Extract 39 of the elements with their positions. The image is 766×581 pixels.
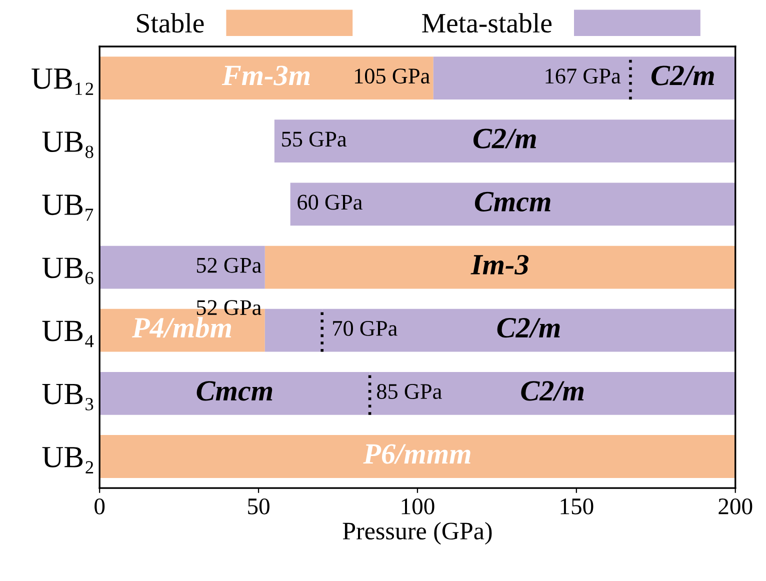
legend-label: Stable [137,13,204,33]
bar [100,56,434,100]
y-tick-label: UB₄ [42,320,94,348]
bar [274,120,736,163]
y-tick-label: UB₃ [42,384,94,410]
x-tick-label: 100 [402,498,434,514]
annotation: 85 GPa [376,384,442,399]
data-label: C2/m [651,66,714,86]
data-label: Cmcm [196,381,272,401]
bar [290,182,736,226]
annotation: 167 GPa [546,68,621,84]
data-label: C2/m [497,318,560,338]
legend-label: Meta-stable [422,13,552,33]
annotation: 55 GPa [282,132,347,147]
data-label: P4/mbm [132,317,232,338]
data-label: Fm-3m [222,66,310,86]
x-tick-label: 200 [718,498,752,514]
x-tick-label: 50 [248,498,270,514]
x-tick-label: 0 [94,498,105,514]
data-label: C2/m [521,381,584,401]
x-tick-label: 150 [560,498,594,514]
bar [100,246,265,289]
data-label: C2/m [473,128,536,148]
data-label: Cmcm [474,192,550,212]
annotation: 52 GPa [196,258,262,273]
data-label: P6/mmm [363,444,470,464]
bar [100,435,736,478]
annotation: 105 GPa [354,68,430,84]
y-tick-label: UB₆ [42,258,94,284]
annotation: 60 GPa [298,194,362,210]
y-tick-label: UB₂ [42,447,94,474]
bar [264,246,736,289]
annotation: 52 GPa [196,300,262,316]
y-tick-label: UB₁₂ [32,68,94,95]
data-label: Im-3 [470,254,529,275]
x-axis-title: Pressure (GPa) [342,522,492,545]
y-tick-label: UB₇ [42,194,94,221]
annotation: 70 GPa [333,320,398,336]
y-tick-label: UB₈ [42,132,94,158]
